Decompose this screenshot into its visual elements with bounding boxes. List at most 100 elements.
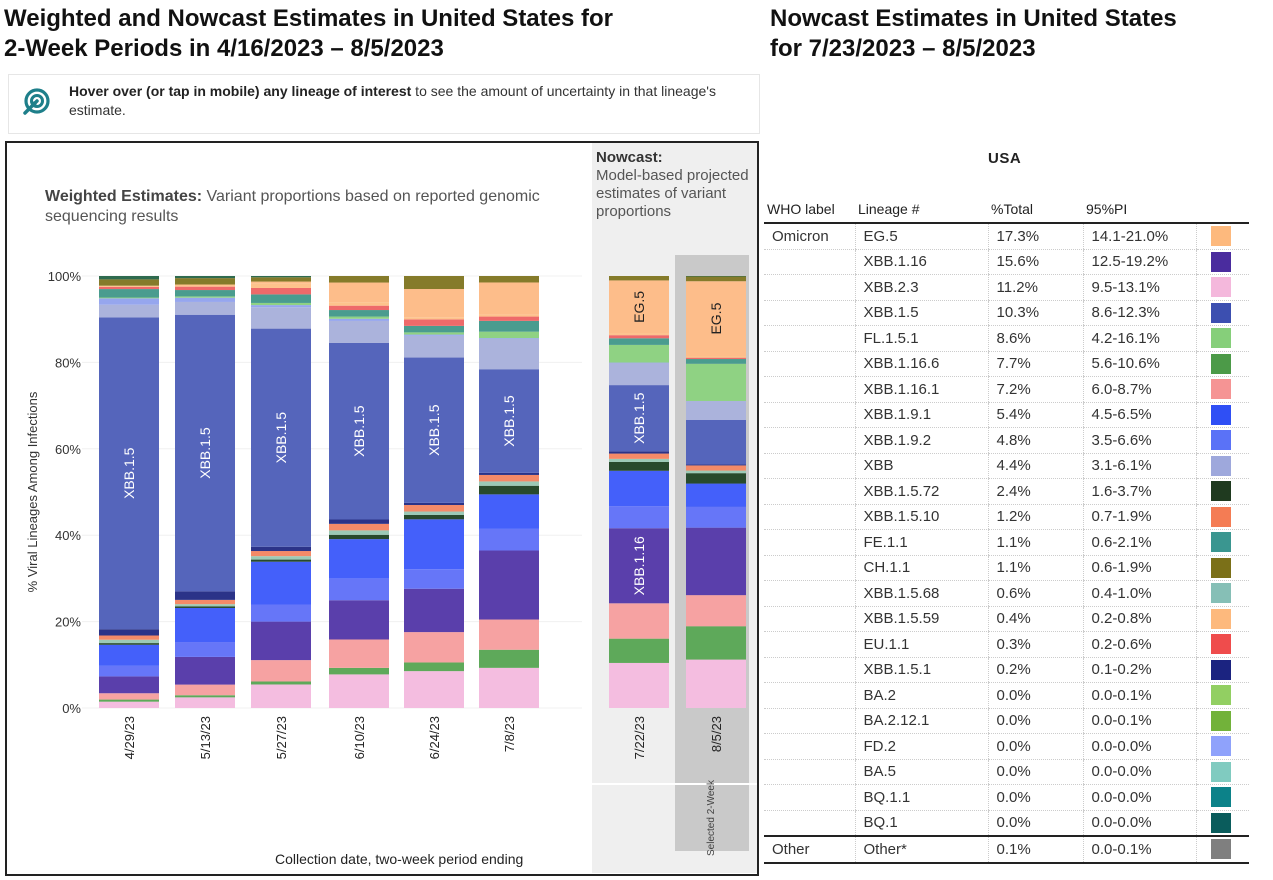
- table-row[interactable]: EU.1.1 0.3% 0.2-0.6%: [764, 631, 1249, 658]
- bar-segment[interactable]: FE.1.1: 2.5%: [479, 320, 539, 332]
- table-row[interactable]: BQ.1.1 0.0% 0.0-0.0%: [764, 784, 1249, 811]
- table-row[interactable]: Omicron EG.5 17.3% 14.1-21.0%: [764, 222, 1249, 250]
- bar-segment[interactable]: EG.5: 17.3%: [686, 281, 746, 356]
- bar-segment[interactable]: XBB.1.9.1: 9%: [329, 539, 389, 579]
- bar-segment[interactable]: XBB.1.16: 9%: [329, 600, 389, 640]
- bar-segment[interactable]: FL.1.5.1: 0.2%: [99, 297, 159, 299]
- bar-segment[interactable]: XBB.1.5.10: 1.5%: [329, 523, 389, 531]
- bar-segment[interactable]: CH.1.1: 1.1%: [686, 276, 746, 282]
- table-row[interactable]: XBB.1.5 10.3% 8.6-12.3%: [764, 300, 1249, 326]
- bar-segment[interactable]: XBB.1.5.59: 0.8%: [329, 302, 389, 306]
- bar-segment[interactable]: XBB.1.16.1: 2.5%: [175, 684, 235, 696]
- bar-segment[interactable]: FE.1.1: 1.5%: [609, 338, 669, 345]
- bar-segment[interactable]: XBB.1.5: 65%: [175, 314, 235, 592]
- bar-segment[interactable]: XBB.1.16.1: 7%: [479, 619, 539, 650]
- bar-segment[interactable]: XBB.1.5.72: 2%: [609, 461, 669, 471]
- bar-segment[interactable]: XBB.1.5.10: 1%: [175, 599, 235, 605]
- bar-segment[interactable]: EU.1.1: 0.5%: [99, 286, 159, 290]
- bar-segment[interactable]: Other: 0.1%: [686, 276, 746, 277]
- bar-segment[interactable]: XBB.1.5.10: 1.2%: [686, 465, 746, 471]
- bar-segment[interactable]: FE.1.1: 2%: [251, 294, 311, 303]
- table-row[interactable]: XBB.1.16.6 7.7% 5.6-10.6%: [764, 351, 1249, 377]
- table-row[interactable]: FD.2 0.0% 0.0-0.0%: [764, 733, 1249, 760]
- bar-segment[interactable]: XBB.1.9.1: 11.5%: [404, 519, 464, 570]
- bar-segment[interactable]: XBB.1.16.6: 0.5%: [175, 695, 235, 698]
- bar-segment[interactable]: XBB.1.9.2: 4.5%: [404, 569, 464, 589]
- bar-segment[interactable]: XBB.1.5.72: 0.4%: [175, 606, 235, 608]
- bar-segment[interactable]: XBB.1.16: 4%: [99, 676, 159, 694]
- bar-segment[interactable]: XBB.1.16: 15.6%: [686, 527, 746, 596]
- bar-segment[interactable]: CH.1.1: 1.5%: [175, 278, 235, 285]
- bar-segment[interactable]: EU.1.1: 0.8%: [175, 286, 235, 291]
- table-row[interactable]: BA.2.12.1 0.0% 0.0-0.1%: [764, 708, 1249, 734]
- bar-segment[interactable]: CH.1.1: 1%: [609, 276, 669, 281]
- bar-segment[interactable]: XBB.1.5.72: 0.4%: [99, 643, 159, 645]
- bar-segment[interactable]: XBB.1.16.6: 4.2%: [479, 649, 539, 668]
- bar-segment[interactable]: FE.1.1: 1.1%: [686, 359, 746, 364]
- bar-segment[interactable]: FD.2: 0.5%: [251, 305, 311, 308]
- table-row[interactable]: CH.1.1 1.1% 0.6-1.9%: [764, 555, 1249, 581]
- bar-segment[interactable]: XBB.1.9.2: 4%: [251, 604, 311, 622]
- bar-segment[interactable]: XBB.1.5: 74%: [99, 317, 159, 630]
- bar-segment[interactable]: XBB.1.5.1: 0.5%: [404, 502, 464, 506]
- bar-segment[interactable]: XBB.1.5.68: 1%: [329, 530, 389, 535]
- bar-segment[interactable]: XBB.1.5.59: 0.4%: [609, 333, 669, 336]
- bar-segment[interactable]: XBB: 5%: [404, 335, 464, 358]
- bar-segment[interactable]: XBB.1.9.2: 5%: [609, 506, 669, 529]
- bar-segment[interactable]: FD.2: 0.3%: [404, 334, 464, 336]
- bar-segment[interactable]: XBB.1.16.6: 7.7%: [686, 626, 746, 660]
- table-row[interactable]: Other Other* 0.1% 0.0-0.1%: [764, 835, 1249, 864]
- bar-segment[interactable]: EG.5: 6.5%: [404, 289, 464, 318]
- bar-segment[interactable]: Other: 0.5%: [175, 276, 235, 279]
- bar-segment[interactable]: XBB.1.5.72: 2.4%: [686, 473, 746, 484]
- bar-segment[interactable]: XBB.1.5.68: 0.8%: [99, 639, 159, 644]
- bar-segment[interactable]: XBB.1.5.72: 1%: [329, 534, 389, 540]
- bar-segment[interactable]: XBB.1.5.1: 0.2%: [686, 464, 746, 466]
- bar-segment[interactable]: XBB.2.3: 9.3%: [479, 667, 539, 708]
- bar-segment[interactable]: CH.1.1: 1.5%: [329, 276, 389, 283]
- bar-segment[interactable]: XBB.1.5.1: 1%: [329, 519, 389, 524]
- table-row[interactable]: XBB.2.3 11.2% 9.5-13.1%: [764, 274, 1249, 301]
- bar-segment[interactable]: EG.5: 4.5%: [329, 282, 389, 303]
- bar-segment[interactable]: XBB: 3%: [175, 301, 235, 315]
- bar-segment[interactable]: XBB.1.5.59: 0.5%: [175, 284, 235, 287]
- bar-segment[interactable]: XBB.1.5.10: 1.5%: [479, 474, 539, 482]
- bar-segment[interactable]: XBB.1.9.1: 8%: [609, 470, 669, 507]
- table-row[interactable]: FL.1.5.1 8.6% 4.2-16.1%: [764, 325, 1249, 352]
- bar-segment[interactable]: XBB.1.5.10: 1%: [99, 635, 159, 640]
- bar-segment[interactable]: XBB.1.5.1: 1%: [251, 546, 311, 552]
- bar-segment[interactable]: EU.1.1: 0.3%: [686, 357, 746, 360]
- bar-segment[interactable]: XBB.1.16.1: 7.2%: [686, 595, 746, 627]
- bar-segment[interactable]: XBB.1.5.1: 0.5%: [609, 451, 669, 454]
- bar-segment[interactable]: XBB: 5%: [251, 307, 311, 329]
- selected-two-week-button[interactable]: Selected 2-Week: [675, 780, 749, 856]
- bar-segment[interactable]: XBB.1.5: 40.5%: [329, 342, 389, 520]
- bar-segment[interactable]: XBB.1.5.72: 2%: [479, 485, 539, 495]
- table-row[interactable]: BQ.1 0.0% 0.0-0.0%: [764, 810, 1249, 837]
- bar-segment[interactable]: XBB.2.3: 10.2%: [609, 662, 669, 708]
- bar-segment[interactable]: XBB.1.5.72: 1%: [404, 514, 464, 520]
- bar-segment[interactable]: XBB.1.16: 6.5%: [175, 656, 235, 685]
- bar-segment[interactable]: XBB.1.16.1: 1.5%: [99, 693, 159, 700]
- bar-segment[interactable]: EG.5: 12%: [609, 280, 669, 334]
- bar-segment[interactable]: XBB.1.5: 10.3%: [686, 420, 746, 465]
- bar-segment[interactable]: EG.5: 7.5%: [479, 282, 539, 315]
- bar-segment[interactable]: XBB.1.5.59: 1%: [251, 283, 311, 288]
- bar-segment[interactable]: FD.2: 1.5%: [99, 298, 159, 305]
- bar-segment[interactable]: CH.1.1: 1.5%: [99, 279, 159, 286]
- bar-segment[interactable]: FE.1.1: 1.5%: [404, 325, 464, 333]
- bar-segment[interactable]: XBB.1.5.1: 2%: [175, 591, 235, 600]
- bar-segment[interactable]: FL.1.5.1: 0.5%: [251, 302, 311, 306]
- bar-segment[interactable]: FE.1.1: 1.5%: [329, 310, 389, 317]
- bar-segment[interactable]: FL.1.5.1: 0.5%: [329, 316, 389, 319]
- bar-segment[interactable]: XBB.1.5.1: 1.5%: [99, 629, 159, 636]
- bar-segment[interactable]: EU.1.1: 0.7%: [609, 335, 669, 339]
- bar-segment[interactable]: FD.2: 1%: [175, 297, 235, 302]
- bar-segment[interactable]: EU.1.1: 1.5%: [251, 287, 311, 295]
- table-row[interactable]: XBB.1.9.1 5.4% 4.5-6.5%: [764, 402, 1249, 428]
- bar-segment[interactable]: XBB.1.5.10: 1.5%: [404, 505, 464, 512]
- bar-segment[interactable]: XBB.1.16.6: 0.7%: [251, 681, 311, 685]
- bar-segment[interactable]: XBB.1.16.1: 8%: [609, 603, 669, 639]
- bar-segment[interactable]: XBB.1.9.1: 5%: [99, 644, 159, 666]
- bar-segment[interactable]: FL.1.5.1: 1.5%: [479, 331, 539, 339]
